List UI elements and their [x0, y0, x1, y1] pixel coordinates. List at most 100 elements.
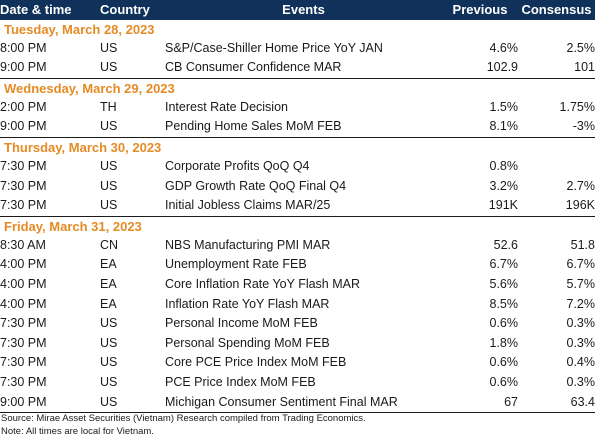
- event-time: 7:30 PM: [0, 178, 47, 193]
- header-consensus: Consensus: [521, 2, 592, 17]
- event-consensus: 7.2%: [566, 296, 596, 311]
- event-time: 4:00 PM: [0, 257, 47, 272]
- header-previous: Previous: [452, 2, 508, 17]
- event-country: US: [100, 335, 118, 350]
- event-consensus: 0.4%: [566, 355, 596, 370]
- event-time: 7:30 PM: [0, 198, 47, 213]
- event-country: US: [100, 316, 118, 331]
- event-previous: 6.7%: [489, 257, 519, 272]
- event-time: 7:30 PM: [0, 374, 47, 389]
- event-row: 7:30 PM US Core PCE Price Index MoM FEB 0.6…: [0, 353, 595, 373]
- event-country: US: [100, 374, 118, 389]
- footnotes: Source: Mirae Asset Securities (Vietnam)…: [1, 412, 366, 438]
- header-row: Date & time Country Events Previous Cons…: [0, 0, 595, 20]
- event-row: 7:30 PM US Initial Jobless Claims MAR/25 19…: [0, 196, 595, 216]
- event-name: PCE Price Index MoM FEB: [165, 374, 316, 389]
- event-name: NBS Manufacturing PMI MAR: [165, 237, 331, 252]
- event-row: 4:00 PM EA Core Inflation Rate YoY Flash M…: [0, 275, 595, 295]
- event-time: 9:00 PM: [0, 119, 47, 134]
- event-time: 8:30 AM: [0, 237, 46, 252]
- event-previous: 8.5%: [489, 296, 519, 311]
- event-name: Core Inflation Rate YoY Flash MAR: [165, 276, 361, 291]
- event-row: 9:00 PM US Michigan Consumer Sentiment Fin…: [0, 392, 595, 414]
- event-consensus: 1.75%: [559, 99, 595, 114]
- timezone-note: Note: All times are local for Vietnam.: [1, 426, 154, 437]
- event-consensus: 0.3%: [566, 335, 596, 350]
- event-country: US: [100, 119, 118, 134]
- event-time: 7:30 PM: [0, 355, 47, 370]
- calendar-table: Date & time Country Events Previous Cons…: [0, 0, 596, 414]
- event-country: EA: [100, 296, 117, 311]
- event-consensus: 6.7%: [566, 257, 596, 272]
- day-label: Tuesday, March 28, 2023: [4, 21, 155, 37]
- event-country: TH: [100, 99, 117, 114]
- day-header-row: Tuesday, March 28, 2023: [0, 20, 595, 39]
- event-country: US: [100, 60, 118, 75]
- event-consensus: [518, 157, 595, 177]
- event-country: CN: [100, 237, 119, 252]
- event-name: Michigan Consumer Sentiment Final MAR: [165, 392, 442, 414]
- event-row: 9:00 PM US CB Consumer Confidence MAR 102.9…: [0, 58, 595, 78]
- event-previous: 52.6: [493, 237, 518, 252]
- event-time: 8:00 PM: [0, 40, 47, 55]
- event-name: Unemployment Rate FEB: [165, 257, 307, 272]
- day-label: Thursday, March 30, 2023: [0, 136, 595, 157]
- event-country: US: [100, 355, 118, 370]
- event-time: 4:00 PM: [0, 276, 47, 291]
- event-consensus: -3%: [572, 119, 595, 134]
- header-country: Country: [100, 2, 150, 17]
- day-header-row: Thursday, March 30, 2023: [0, 136, 595, 157]
- event-name: GDP Growth Rate QoQ Final Q4: [165, 178, 347, 193]
- event-previous: 0.6%: [489, 374, 519, 389]
- event-country: US: [100, 178, 118, 193]
- event-consensus: 0.3%: [566, 374, 596, 389]
- day-header-row: Wednesday, March 29, 2023: [0, 77, 595, 98]
- event-consensus: 5.7%: [566, 276, 596, 291]
- event-consensus: 51.8: [570, 237, 595, 252]
- event-name: Core PCE Price Index MoM FEB: [165, 355, 347, 370]
- event-name: Interest Rate Decision: [165, 99, 288, 114]
- header-events: Events: [282, 2, 325, 17]
- event-country: US: [100, 158, 118, 173]
- event-consensus: 63.4: [518, 392, 595, 414]
- event-consensus: 2.5%: [566, 40, 596, 55]
- event-row: 7:30 PM US Corporate Profits QoQ Q4 0.8%: [0, 157, 595, 177]
- event-previous: 1.8%: [489, 335, 519, 350]
- event-country: US: [100, 198, 118, 213]
- event-name: Initial Jobless Claims MAR/25: [165, 198, 331, 213]
- event-previous: 0.6%: [489, 316, 519, 331]
- event-name: CB Consumer Confidence MAR: [165, 60, 342, 75]
- event-country: EA: [100, 257, 117, 272]
- event-time: 4:00 PM: [0, 296, 47, 311]
- event-time: 7:30 PM: [0, 335, 47, 350]
- event-country: US: [100, 40, 118, 55]
- table-header: Date & time Country Events Previous Cons…: [0, 0, 595, 20]
- event-time: 7:30 PM: [0, 158, 47, 173]
- event-name: Personal Income MoM FEB: [165, 316, 318, 331]
- event-row: 7:30 PM US Personal Spending MoM FEB 1.8% 0.…: [0, 334, 595, 354]
- day-label: Wednesday, March 29, 2023: [0, 77, 595, 98]
- event-country: EA: [100, 276, 117, 291]
- event-name: Pending Home Sales MoM FEB: [165, 119, 342, 134]
- event-previous: 191K: [488, 198, 518, 213]
- event-row: 2:00 PM TH Interest Rate Decision 1.5% 1.75%: [0, 98, 595, 118]
- event-consensus: 2.7%: [566, 178, 596, 193]
- event-row: 8:00 PM US S&P/Case-Shiller Home Price YoY…: [0, 39, 595, 59]
- event-row: 7:30 PM US Personal Income MoM FEB 0.6% 0.3%: [0, 314, 595, 334]
- event-name: S&P/Case-Shiller Home Price YoY JAN: [165, 40, 383, 55]
- event-consensus: 196K: [565, 198, 595, 213]
- source-note: Source: Mirae Asset Securities (Vietnam)…: [1, 413, 366, 424]
- event-row: 9:00 PM US Pending Home Sales MoM FEB 8.1% -…: [0, 117, 595, 137]
- event-consensus: 0.3%: [566, 316, 596, 331]
- event-previous: 8.1%: [489, 119, 519, 134]
- event-row: 4:00 PM EA Unemployment Rate FEB 6.7% 6.7%: [0, 255, 595, 275]
- event-previous: 5.6%: [489, 276, 519, 291]
- event-name: Inflation Rate YoY Flash MAR: [165, 296, 330, 311]
- table-body: Tuesday, March 28, 2023 8:00 PM US S&P/Case…: [0, 20, 596, 414]
- day-header-row: Friday, March 31, 2023: [0, 215, 595, 236]
- event-row: 4:00 PM EA Inflation Rate YoY Flash MAR 8.5…: [0, 295, 595, 315]
- event-previous: 102.9: [486, 60, 518, 75]
- event-previous: 4.6%: [489, 40, 519, 55]
- event-time: 2:00 PM: [0, 99, 47, 114]
